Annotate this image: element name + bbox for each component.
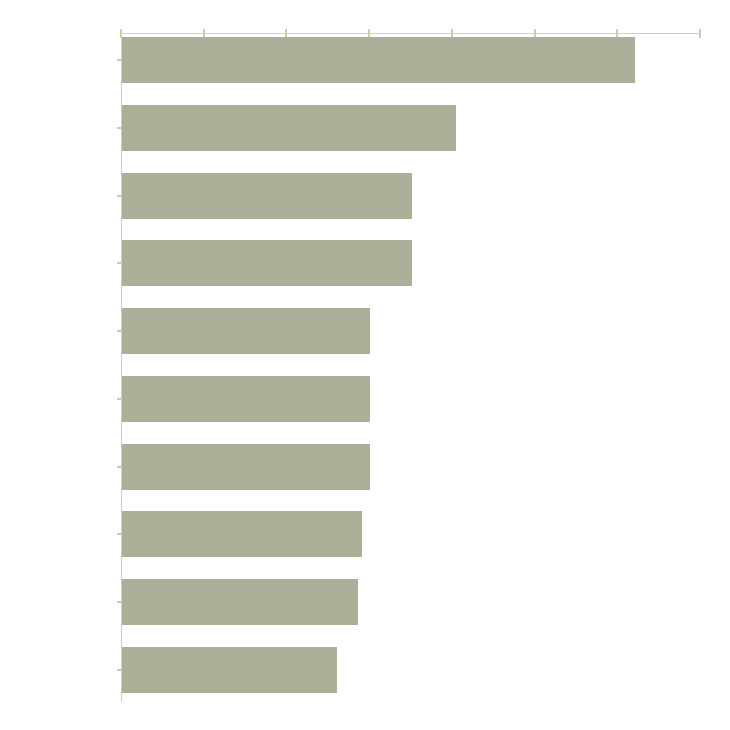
bar [122,172,412,219]
y-axis-tick [117,194,122,197]
x-axis-tick [368,29,371,38]
category-label [0,526,117,542]
bar [122,375,370,422]
y-axis-tick [117,601,122,604]
bar [122,104,456,151]
x-axis-line [121,33,701,34]
y-axis-tick [117,397,122,400]
category-label [0,188,117,204]
x-axis-tick [533,29,536,38]
y-axis-tick [117,330,122,333]
x-axis-tick [450,29,453,38]
category-label [0,120,117,136]
category-label [0,459,117,475]
y-axis-tick [117,669,122,672]
bar [122,579,358,626]
bar [122,37,635,83]
category-label [0,52,117,68]
category-label [0,391,117,407]
bar [122,240,412,287]
category-label [0,255,117,271]
y-axis-tick [117,59,122,61]
x-axis-tick [616,29,619,38]
bar [122,647,337,694]
y-axis-tick [117,262,122,265]
y-axis-tick [117,465,122,468]
y-axis-tick [117,533,122,536]
bar [122,308,370,355]
bar [122,511,362,558]
category-label [0,323,117,339]
category-label [0,662,117,678]
x-axis-tick [285,29,288,38]
bar [122,443,370,490]
y-axis-tick [117,126,122,129]
y-axis-line [121,33,122,702]
x-axis-tick [202,29,205,38]
x-axis-tick [699,29,701,38]
category-label [0,594,117,610]
x-axis-tick [120,29,122,38]
